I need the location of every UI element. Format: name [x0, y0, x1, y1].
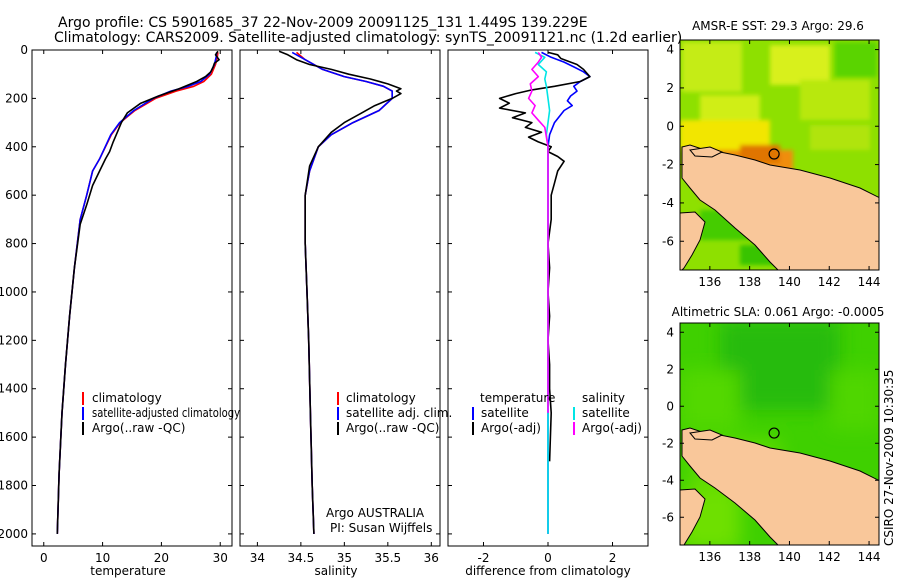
legend-label-sal-argo: Argo(-adj) [582, 421, 642, 435]
x-tick-label: 35 [337, 551, 352, 565]
map-x-tick-label: 140 [778, 550, 801, 564]
y-tick-label: 200 [5, 91, 28, 105]
legend-label-temp-satellite: satellite [481, 406, 529, 420]
x-tick-label: 34.5 [288, 551, 315, 565]
sst-map-title: AMSR-E SST: 29.3 Argo: 29.6 [692, 19, 864, 33]
argo-australia-label: Argo AUSTRALIA [326, 506, 425, 520]
y-tick-label: 1400 [0, 382, 28, 396]
legend-label-argo: Argo(..raw -QC) [346, 421, 439, 435]
map-x-tick-label: 140 [778, 275, 801, 289]
y-tick-label: 800 [5, 237, 28, 251]
sla-map-frame [679, 322, 880, 546]
map-y-tick-label: -4 [662, 196, 674, 210]
x-tick-label: 36 [424, 551, 439, 565]
series-line-argo-raw-qc- [56, 50, 220, 534]
map-x-tick-label: 138 [738, 275, 761, 289]
salinity-legend: climatology satellite adj. clim. Argo(..… [326, 391, 452, 535]
x-tick-label: -2 [477, 551, 489, 565]
sst-map-axes: 136 138 140 142 144 4 2 0 -2 -4 -6 [662, 40, 881, 289]
x-tick-label: 2 [609, 551, 617, 565]
legend-label-sal-satellite: satellite [582, 406, 630, 420]
map-x-tick-label: 138 [738, 550, 761, 564]
series-line-climatology [56, 52, 219, 534]
legend-label-temp-argo: Argo(-adj) [481, 421, 541, 435]
sst-land-newguinea [681, 144, 879, 270]
map-y-tick-label: 4 [666, 43, 674, 57]
x-tick-label: 0 [544, 551, 552, 565]
argo-position-marker [768, 148, 780, 160]
difference-plot: -2 0 2 [448, 49, 648, 565]
y-tick-label: 0 [20, 43, 28, 57]
legend-title-temperature: temperature [480, 391, 555, 405]
sla-land-newguinea [681, 427, 879, 545]
series-line-satellite-adjusted-climatology [56, 52, 218, 534]
series-line-argo-raw-qc- [278, 50, 402, 534]
map-y-tick-label: 0 [666, 119, 674, 133]
sst-map [680, 40, 879, 270]
y-tick-label: 2000 [0, 527, 28, 541]
sla-map-title: Altimetric SLA: 0.061 Argo: -0.0005 [672, 305, 885, 319]
timestamp-stamp: CSIRO 27-Nov-2009 10:30:35 [882, 370, 896, 546]
temperature-axes [31, 49, 233, 547]
map-x-tick-label: 142 [818, 275, 841, 289]
map-y-tick-label: 2 [666, 81, 674, 95]
salinity-axes [239, 49, 441, 547]
map-x-tick-label: 142 [818, 550, 841, 564]
y-tick-label: 1000 [0, 285, 28, 299]
legend-label-climatology: climatology [346, 391, 416, 405]
y-tick-label: 1200 [0, 333, 28, 347]
map-y-tick-label: -6 [662, 234, 674, 248]
map-y-tick-label: -2 [662, 436, 674, 450]
sla-map-axes: 136 138 140 142 144 4 2 0 -2 -4 -6 [662, 323, 881, 564]
y-tick-label: 1800 [0, 479, 28, 493]
map-y-tick-label: -2 [662, 158, 674, 172]
legend-label-satellite: satellite-adjusted climatology [92, 406, 240, 420]
x-tick-label: 30 [213, 551, 228, 565]
sst-land-southwest [680, 211, 706, 270]
sla-map [680, 323, 879, 545]
x-tick-label: 0 [40, 551, 48, 565]
x-tick-label: 35.5 [374, 551, 401, 565]
map-y-tick-label: 4 [666, 325, 674, 339]
map-y-tick-label: -6 [662, 510, 674, 524]
difference-legend: temperature satellite Argo(-adj) salinit… [472, 391, 642, 435]
map-x-tick-label: 144 [858, 275, 881, 289]
y-tick-label: 1600 [0, 430, 28, 444]
argo-position-marker [768, 427, 780, 439]
legend-label-argo: Argo(..raw -QC) [92, 421, 185, 435]
map-y-tick-label: 2 [666, 362, 674, 376]
difference-xlabel: difference from climatology [465, 564, 631, 578]
sla-land-island [689, 429, 724, 441]
pi-label: PI: Susan Wijffels [330, 521, 432, 535]
legend-label-climatology: climatology [92, 391, 162, 405]
temperature-legend: climatology satellite-adjusted climatolo… [82, 391, 240, 435]
map-y-tick-label: -4 [662, 473, 674, 487]
salinity-plot: 34 34.5 35 35.5 36 [240, 49, 440, 565]
x-tick-label: 20 [154, 551, 169, 565]
salinity-xlabel: salinity [314, 564, 357, 578]
temperature-xlabel: temperature [90, 564, 165, 578]
header-title: Argo profile: CS 5901685_37 22-Nov-2009 … [58, 15, 588, 31]
sla-land-southwest [680, 488, 706, 545]
map-y-tick-label: 0 [666, 399, 674, 413]
header-subtitle: Climatology: CARS2009. Satellite-adjuste… [54, 30, 682, 46]
legend-label-satellite: satellite adj. clim. [346, 406, 452, 420]
map-x-tick-label: 144 [858, 550, 881, 564]
y-tick-label: 600 [5, 188, 28, 202]
series-line-salinity-argo-adj- [527, 51, 549, 413]
x-tick-label: 34 [250, 551, 265, 565]
legend-title-salinity: salinity [582, 391, 625, 405]
sst-land-island [689, 146, 724, 158]
y-tick-label: 400 [5, 140, 28, 154]
temperature-plot: 0 10 20 30 0 200 400 600 800 1000 1200 1400 1600 1800… [0, 43, 232, 565]
map-x-tick-label: 136 [698, 275, 721, 289]
sst-map-frame [679, 39, 880, 271]
map-x-tick-label: 136 [698, 550, 721, 564]
x-tick-label: 10 [95, 551, 110, 565]
